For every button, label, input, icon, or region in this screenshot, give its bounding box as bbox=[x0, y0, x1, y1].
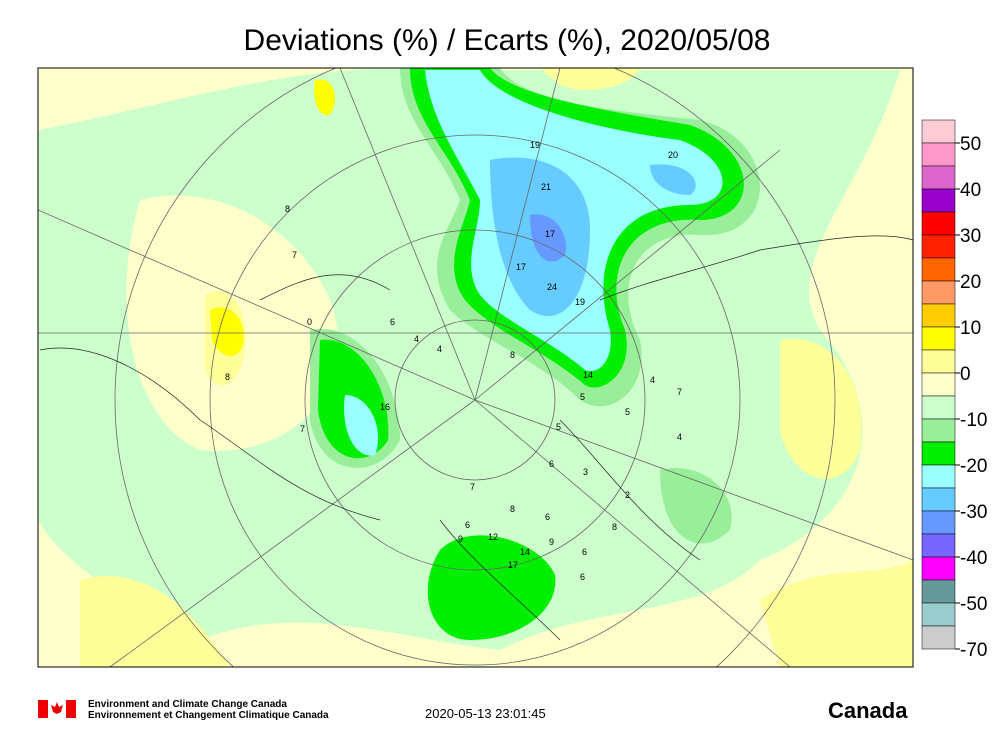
legend-swatch bbox=[921, 326, 956, 351]
map-value-label: 7 bbox=[677, 387, 682, 397]
map bbox=[38, 68, 913, 667]
map-value-label: 17 bbox=[516, 262, 526, 272]
legend-swatch bbox=[921, 579, 956, 604]
legend-swatch bbox=[921, 487, 956, 512]
legend-label: 30 bbox=[960, 226, 981, 247]
title: Deviations (%) / Ecarts (%), 2020/05/08 bbox=[244, 24, 771, 57]
legend-swatch bbox=[921, 349, 956, 374]
legend-swatch bbox=[921, 234, 956, 259]
map-value-label: 9 bbox=[458, 534, 463, 544]
map-value-label: 6 bbox=[465, 520, 470, 530]
map-value-label: 8 bbox=[510, 504, 515, 514]
legend-swatch bbox=[921, 303, 956, 328]
map-value-label: 16 bbox=[380, 402, 390, 412]
map-value-label: 8 bbox=[225, 372, 230, 382]
map-value-label: 19 bbox=[575, 297, 585, 307]
map-value-label: 24 bbox=[547, 282, 557, 292]
legend-swatch bbox=[921, 625, 956, 650]
legend-label: 0 bbox=[960, 364, 971, 385]
legend-swatch bbox=[921, 257, 956, 282]
map-value-label: 7 bbox=[470, 482, 475, 492]
footer: Environment and Climate Change Canada En… bbox=[38, 698, 908, 723]
map-value-label: 3 bbox=[583, 467, 588, 477]
map-value-label: 6 bbox=[549, 459, 554, 469]
legend-swatch bbox=[921, 395, 956, 420]
legend-swatch bbox=[921, 533, 956, 558]
legend-swatch bbox=[921, 142, 956, 167]
legend-swatch bbox=[921, 464, 956, 489]
map-value-label: 4 bbox=[650, 375, 655, 385]
legend-swatch bbox=[921, 165, 956, 190]
legend-swatch bbox=[921, 602, 956, 627]
legend-label: -10 bbox=[960, 410, 987, 431]
legend-label: 50 bbox=[960, 134, 981, 155]
map-value-label: 5 bbox=[556, 422, 561, 432]
map-value-label: 6 bbox=[580, 572, 585, 582]
map-value-label: 20 bbox=[668, 150, 678, 160]
map-value-label: 8 bbox=[510, 350, 515, 360]
legend-label: -30 bbox=[960, 502, 987, 523]
legend-swatch bbox=[921, 441, 956, 466]
map-value-label: 8 bbox=[612, 522, 617, 532]
map-value-label: 6 bbox=[545, 512, 550, 522]
map-value-label: 6 bbox=[390, 317, 395, 327]
legend-label: 10 bbox=[960, 318, 981, 339]
map-value-label: 12 bbox=[488, 532, 498, 542]
map-value-label: 8 bbox=[285, 204, 290, 214]
legend-swatch bbox=[921, 556, 956, 581]
map-value-label: 2 bbox=[625, 490, 630, 500]
map-value-label: 9 bbox=[549, 537, 554, 547]
map-value-label: 5 bbox=[580, 392, 585, 402]
agency-en: Environment and Climate Change Canada bbox=[88, 699, 287, 710]
timestamp: 2020-05-13 23:01:45 bbox=[425, 706, 546, 721]
map-value-label: 21 bbox=[541, 182, 551, 192]
map-value-label: 17 bbox=[508, 560, 518, 570]
map-value-label: 5 bbox=[625, 407, 630, 417]
map-value-label: 7 bbox=[300, 424, 305, 434]
legend-label: 20 bbox=[960, 272, 981, 293]
legend-label: -70 bbox=[960, 640, 987, 661]
map-frame bbox=[37, 67, 914, 668]
map-value-label: 4 bbox=[414, 334, 419, 344]
wordmark: Canada bbox=[828, 698, 908, 723]
map-value-label: 19 bbox=[530, 140, 540, 150]
map-value-label: 14 bbox=[520, 547, 530, 557]
legend-label: -20 bbox=[960, 456, 987, 477]
legend-label: -40 bbox=[960, 548, 987, 569]
map-value-label: 17 bbox=[545, 229, 555, 239]
legend-swatch bbox=[921, 372, 956, 397]
map-value-label: 6 bbox=[582, 547, 587, 557]
legend-label: -50 bbox=[960, 594, 987, 615]
legend-swatch bbox=[921, 211, 956, 236]
legend-swatch bbox=[921, 418, 956, 443]
legend-swatch bbox=[921, 119, 956, 144]
map-value-label: 4 bbox=[677, 432, 682, 442]
legend-swatch bbox=[921, 510, 956, 535]
map-value-label: 14 bbox=[583, 370, 593, 380]
agency-fr: Environnement et Changement Climatique C… bbox=[88, 710, 329, 721]
map-value-label: 0 bbox=[307, 317, 312, 327]
legend-label: 40 bbox=[960, 180, 981, 201]
legend-swatch bbox=[921, 188, 956, 213]
map-value-label: 7 bbox=[292, 250, 297, 260]
map-value-label: 4 bbox=[437, 344, 442, 354]
legend-swatch bbox=[921, 280, 956, 305]
